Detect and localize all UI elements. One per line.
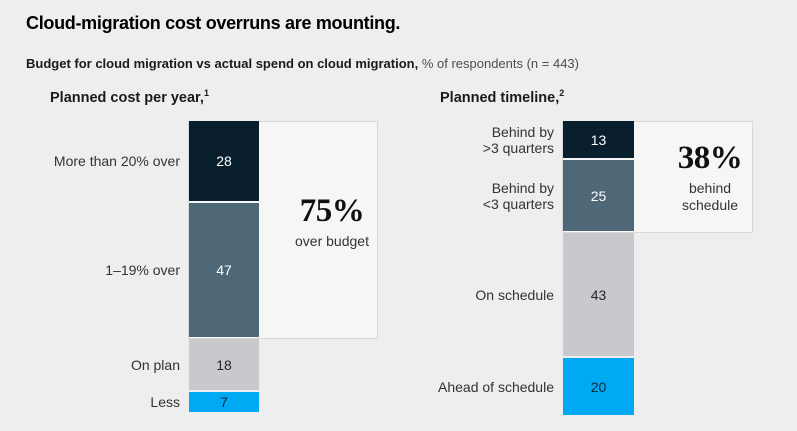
bar-segment: 20 (563, 358, 634, 415)
bar-segment: 7 (189, 392, 259, 412)
category-label: Behind by >3 quarters (482, 123, 554, 156)
segment-value: 7 (220, 394, 228, 410)
subtitle-regular: % of respondents (n = 443) (418, 56, 579, 71)
bar-row: Less 7 (50, 392, 377, 412)
category-label: 1–19% over (105, 262, 180, 278)
segment-value: 28 (216, 153, 232, 169)
category-label: On plan (130, 356, 180, 373)
category-label: More than 20% over (53, 153, 180, 169)
exhibit-subtitle: Budget for cloud migration vs actual spe… (26, 56, 579, 71)
footnote-marker: 2 (559, 88, 565, 98)
bar-segment: 13 (563, 121, 634, 158)
bar-row: Ahead of schedule 20 (438, 358, 752, 415)
bar-area: More than 20% over 28 1–19% over 47 On p… (50, 121, 378, 412)
chart-title: Planned cost per year,1 (50, 88, 209, 106)
segment-value: 25 (590, 187, 607, 204)
category-label: Ahead of schedule (438, 378, 554, 395)
bar-row: Behind by >3 quarters 13 (440, 121, 752, 158)
bar-row: More than 20% over 28 (50, 121, 377, 201)
chart-planned-cost: Planned cost per year,1 More than 20% ov… (50, 88, 378, 414)
subtitle-bold: Budget for cloud migration vs actual spe… (26, 56, 419, 71)
callout-percentage: 75% (299, 193, 365, 229)
category-label: Behind by <3 quarters (482, 179, 554, 212)
category-label: Less (150, 394, 180, 410)
bar-row: Behind by <3 quarters 25 (440, 160, 752, 231)
bar-segment: 47 (189, 203, 259, 337)
category-label: On schedule (475, 286, 554, 303)
footnote-marker: 1 (203, 88, 209, 98)
callout-label: behind schedule (681, 180, 739, 213)
callout-percentage: 38% (677, 140, 743, 176)
callout-behind-schedule: 38% behind schedule (648, 140, 772, 214)
segment-value: 18 (216, 356, 232, 373)
segment-value: 43 (590, 286, 607, 303)
segment-value: 13 (590, 131, 607, 148)
bar-segment: 43 (563, 233, 634, 356)
bar-area: Behind by >3 quarters 13 Behind by <3 qu… (438, 121, 753, 415)
chart-title: Planned timeline,2 (440, 88, 565, 106)
bar-row: On plan 18 (50, 339, 377, 390)
exhibit-title: Cloud-migration cost overruns are mounti… (26, 13, 401, 33)
bar-row: 1–19% over 47 (50, 203, 377, 337)
chart-planned-timeline: Planned timeline,2 Behind by >3 quarters… (438, 88, 753, 417)
callout-over-budget: 75% over budget (278, 193, 386, 250)
callout-label: over budget (295, 233, 369, 249)
bar-segment: 25 (563, 160, 634, 231)
bar-segment: 18 (189, 339, 259, 390)
segment-value: 47 (216, 262, 232, 278)
segment-value: 20 (590, 378, 607, 395)
bar-row: On schedule 43 (440, 233, 752, 356)
bar-segment: 28 (189, 121, 259, 201)
